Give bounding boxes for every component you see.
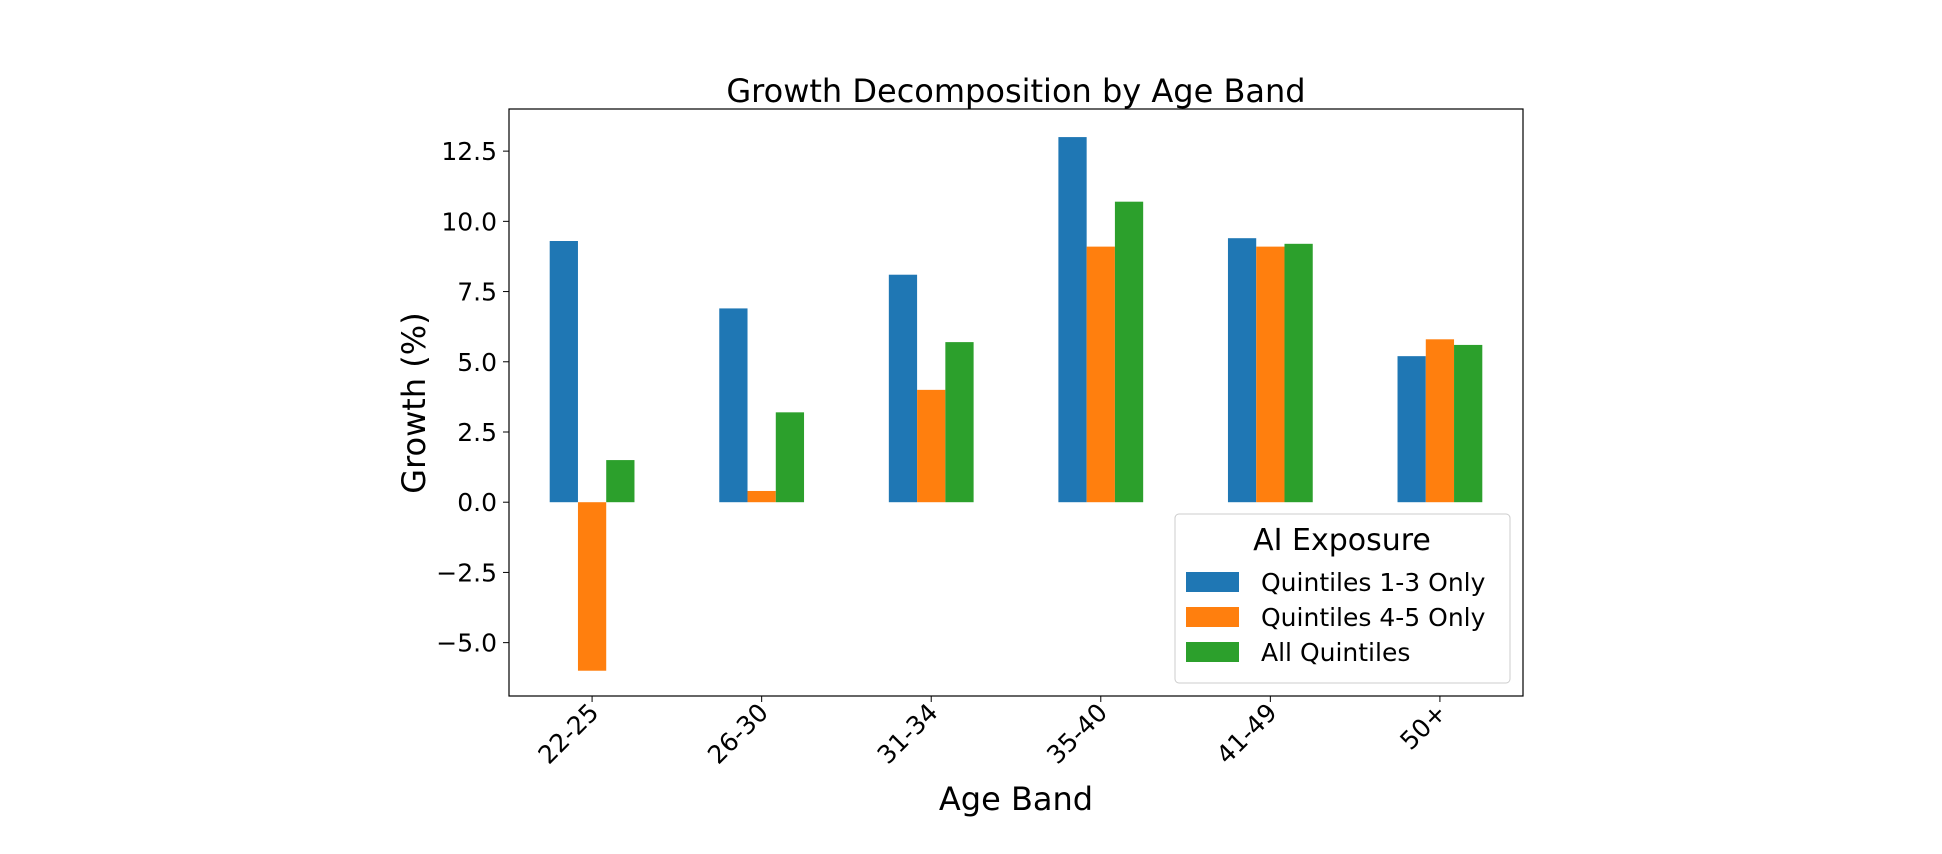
legend-swatch: [1186, 642, 1239, 662]
x-tick-label: 35-40: [1041, 698, 1113, 770]
x-tick-label: 50+: [1394, 698, 1452, 756]
legend-label: Quintiles 1-3 Only: [1261, 568, 1486, 597]
bar-31-34-series-2: [917, 389, 946, 503]
legend-box: [1174, 513, 1511, 684]
y-tick-label: 0.0: [457, 488, 497, 517]
bar-35-40-series-1: [1058, 137, 1087, 503]
plot-frame: [508, 108, 1524, 697]
legend-title: AI Exposure: [1253, 523, 1431, 558]
bar-26-30-series-2: [747, 490, 776, 503]
bar-31-34-series-3: [945, 342, 974, 503]
bar-50+-series-3: [1454, 344, 1483, 503]
bar-26-30-series-3: [775, 412, 805, 503]
y-tick-label: −5.0: [436, 629, 497, 658]
bar-50+-series-1: [1397, 356, 1426, 503]
y-tick-label: 5.0: [457, 348, 497, 377]
chart-title: Growth Decomposition by Age Band: [726, 72, 1305, 110]
x-tick-label: 26-30: [702, 698, 774, 770]
bar-22-25-series-1: [549, 241, 578, 503]
y-tick-label: 12.5: [441, 137, 497, 166]
bar-35-40-series-3: [1114, 201, 1144, 503]
bar-26-30-series-1: [719, 308, 748, 503]
x-tick-label: 41-49: [1211, 698, 1283, 770]
legend-swatch: [1186, 572, 1239, 592]
y-tick-label: 2.5: [457, 418, 497, 447]
bar-35-40-series-2: [1086, 246, 1115, 503]
bar-41-49-series-1: [1227, 238, 1257, 503]
y-tick-label: 10.0: [441, 207, 497, 236]
y-tick-label: −2.5: [436, 558, 497, 587]
x-tick-label: 31-34: [872, 698, 944, 770]
legend-swatch: [1186, 607, 1239, 627]
bar-41-49-series-3: [1284, 243, 1313, 503]
y-axis-label: Growth (%): [395, 312, 433, 493]
legend: AI Exposure Quintiles 1-3 Only Quintiles …: [1174, 513, 1511, 684]
bar-22-25-series-2: [577, 502, 607, 671]
legend-label: Quintiles 4-5 Only: [1261, 603, 1486, 632]
bar-22-25-series-3: [606, 460, 635, 503]
legend-label: All Quintiles: [1261, 638, 1410, 667]
bar-41-49-series-2: [1256, 246, 1285, 503]
x-tick-label: 22-25: [532, 698, 604, 770]
bar-31-34-series-1: [888, 274, 918, 503]
y-tick-label: 7.5: [457, 278, 497, 307]
x-axis-label: Age Band: [939, 780, 1093, 818]
bar-50+-series-2: [1425, 339, 1455, 503]
